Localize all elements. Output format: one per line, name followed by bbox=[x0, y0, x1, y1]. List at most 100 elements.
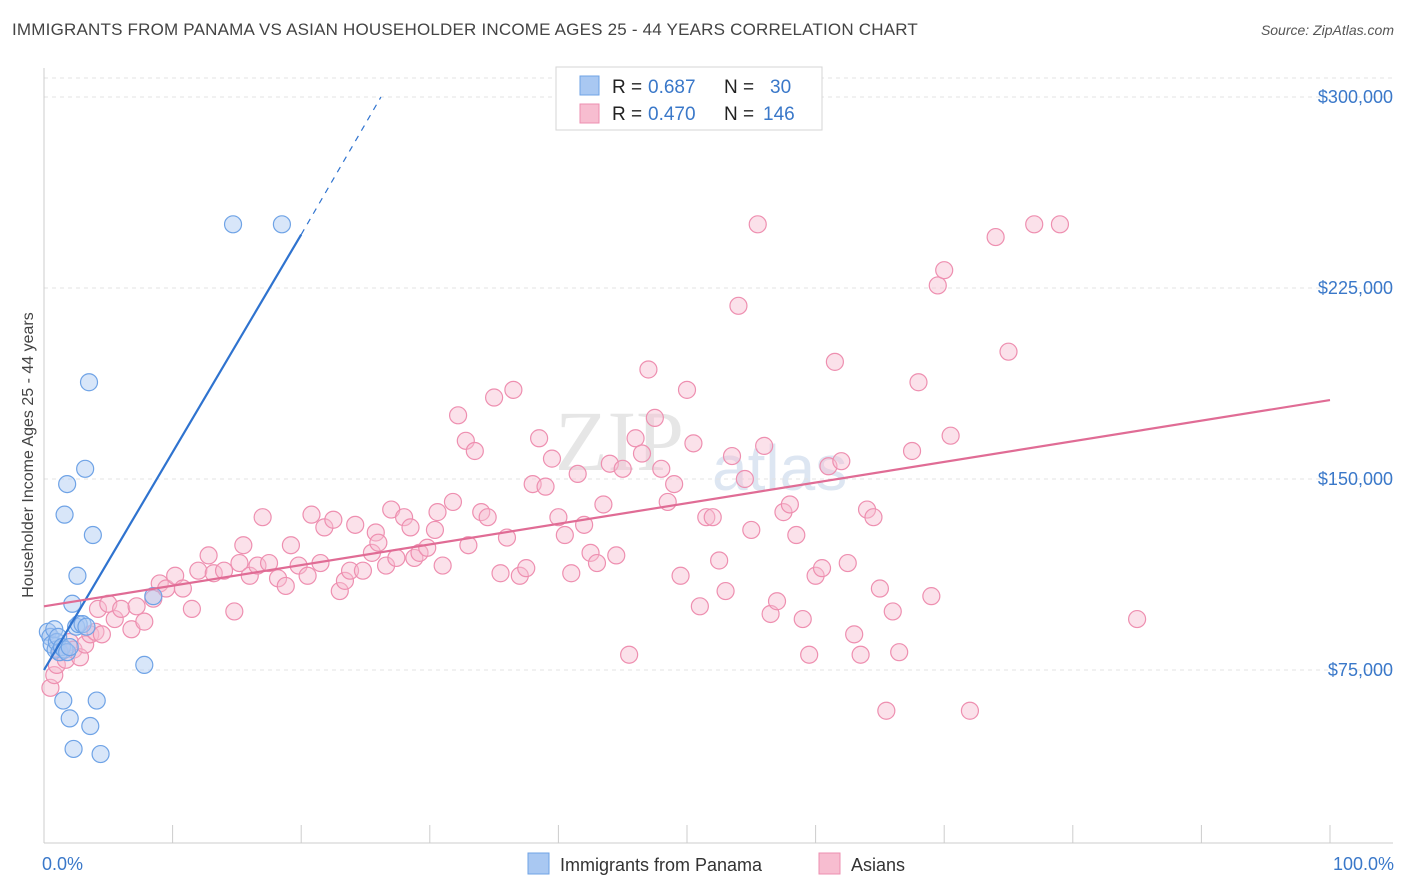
asians-point-103 bbox=[690, 597, 709, 616]
panama-point-28 bbox=[91, 744, 110, 764]
legend-r-label-panama: R = bbox=[612, 77, 642, 98]
asians-point-108 bbox=[722, 446, 742, 466]
asians-point-17 bbox=[127, 597, 146, 616]
asians-point-130 bbox=[864, 508, 883, 527]
x-tick-label-right: 100.0% bbox=[1333, 854, 1394, 874]
panama-point-30 bbox=[223, 215, 243, 234]
asians-point-14 bbox=[105, 609, 124, 629]
asians-point-127 bbox=[845, 625, 864, 644]
asians-point-124 bbox=[825, 352, 844, 371]
asians-point-141 bbox=[960, 701, 980, 720]
asians-point-56 bbox=[394, 508, 414, 527]
series-legend-label-asians: Asians bbox=[851, 855, 905, 875]
asians-point-116 bbox=[774, 503, 793, 522]
stats-legend: R = 0.687 N = 30 R = 0.470 N = 146 bbox=[555, 66, 823, 131]
asians-point-142 bbox=[986, 227, 1005, 247]
asians-point-119 bbox=[793, 609, 812, 629]
asians-point-90 bbox=[607, 546, 626, 565]
asians-point-63 bbox=[433, 556, 452, 575]
asians-point-134 bbox=[890, 643, 909, 662]
asians-point-44 bbox=[324, 510, 343, 529]
panama-point-22 bbox=[83, 525, 102, 545]
asians-point-55 bbox=[387, 548, 406, 568]
asians-point-58 bbox=[405, 548, 424, 568]
asians-point-57 bbox=[401, 518, 420, 537]
asians-point-12 bbox=[92, 625, 111, 644]
asians-point-93 bbox=[626, 429, 645, 448]
asians-point-38 bbox=[281, 536, 301, 555]
panama-point-29 bbox=[135, 655, 154, 675]
asians-point-75 bbox=[510, 566, 529, 585]
trend-panama bbox=[43, 233, 303, 671]
y-tick-labels: $75,000 $150,000 $225,000 $300,000 bbox=[1318, 87, 1393, 680]
asians-point-34 bbox=[253, 508, 272, 527]
asians-point-65 bbox=[448, 406, 468, 425]
asians-point-137 bbox=[922, 587, 941, 606]
asians-point-37 bbox=[276, 576, 295, 596]
asians-point-29 bbox=[225, 602, 244, 621]
asians-point-118 bbox=[787, 525, 806, 545]
asians-point-115 bbox=[767, 592, 787, 611]
series-legend-swatch-asians bbox=[818, 852, 841, 875]
legend-n-label-asians: N = bbox=[724, 104, 754, 125]
y-tick-label-3: $300,000 bbox=[1318, 87, 1393, 107]
trend-panama-extension bbox=[300, 96, 382, 235]
y-tick-label-1: $150,000 bbox=[1318, 469, 1393, 489]
legend-n-asians: 146 bbox=[763, 104, 795, 125]
panama-point-16 bbox=[77, 617, 96, 636]
asians-point-79 bbox=[536, 477, 555, 496]
asians-point-95 bbox=[639, 360, 658, 379]
asians-point-139 bbox=[935, 261, 954, 280]
asians-point-96 bbox=[645, 408, 664, 427]
asians-point-52 bbox=[369, 533, 388, 552]
asians-point-99 bbox=[665, 474, 684, 494]
asians-point-146 bbox=[1127, 609, 1147, 629]
asians-point-83 bbox=[562, 564, 581, 583]
y-tick-label-2: $225,000 bbox=[1318, 278, 1393, 298]
asians-point-71 bbox=[485, 388, 504, 407]
asians-point-70 bbox=[478, 508, 497, 527]
asians-point-87 bbox=[587, 553, 607, 573]
asians-point-41 bbox=[302, 505, 321, 524]
asians-point-122 bbox=[812, 559, 832, 578]
asians-point-15 bbox=[112, 599, 131, 618]
asians-point-97 bbox=[652, 459, 671, 478]
asians-point-48 bbox=[346, 515, 365, 534]
panama-point-24 bbox=[60, 709, 79, 728]
asians-point-28 bbox=[214, 561, 234, 580]
axes bbox=[43, 68, 1393, 844]
asians-point-68 bbox=[465, 441, 484, 461]
asians-point-82 bbox=[555, 525, 574, 545]
asians-point-110 bbox=[735, 469, 754, 489]
watermark-atlas: atlas bbox=[712, 432, 847, 504]
asians-point-49 bbox=[353, 561, 373, 580]
asians-point-30 bbox=[230, 553, 249, 573]
asians-point-66 bbox=[456, 431, 475, 450]
panama-point-32 bbox=[144, 587, 163, 606]
asians-point-100 bbox=[671, 566, 690, 585]
asians-point-31 bbox=[234, 536, 253, 555]
asians-point-46 bbox=[335, 571, 355, 590]
asians-point-143 bbox=[999, 342, 1018, 361]
asians-point-45 bbox=[330, 581, 349, 601]
asians-point-40 bbox=[298, 566, 317, 585]
asians-point-136 bbox=[909, 373, 928, 392]
asians-point-62 bbox=[428, 503, 447, 522]
asians-point-117 bbox=[780, 495, 799, 514]
panama-point-26 bbox=[81, 716, 100, 736]
asians-point-129 bbox=[857, 500, 877, 519]
asians-point-67 bbox=[459, 536, 478, 555]
trend-asians bbox=[43, 398, 1331, 608]
asians-point-105 bbox=[703, 508, 722, 527]
legend-n-label-panama: N = bbox=[724, 77, 754, 98]
asians-point-33 bbox=[248, 556, 267, 575]
asians-point-121 bbox=[806, 566, 825, 585]
panama-point-11 bbox=[60, 637, 79, 657]
asians-point-18 bbox=[135, 612, 154, 631]
asians-point-144 bbox=[1025, 215, 1044, 234]
panama-point-27 bbox=[87, 691, 106, 710]
asians-point-140 bbox=[941, 426, 960, 445]
asians-point-120 bbox=[800, 645, 819, 664]
panama-point-23 bbox=[54, 691, 73, 710]
